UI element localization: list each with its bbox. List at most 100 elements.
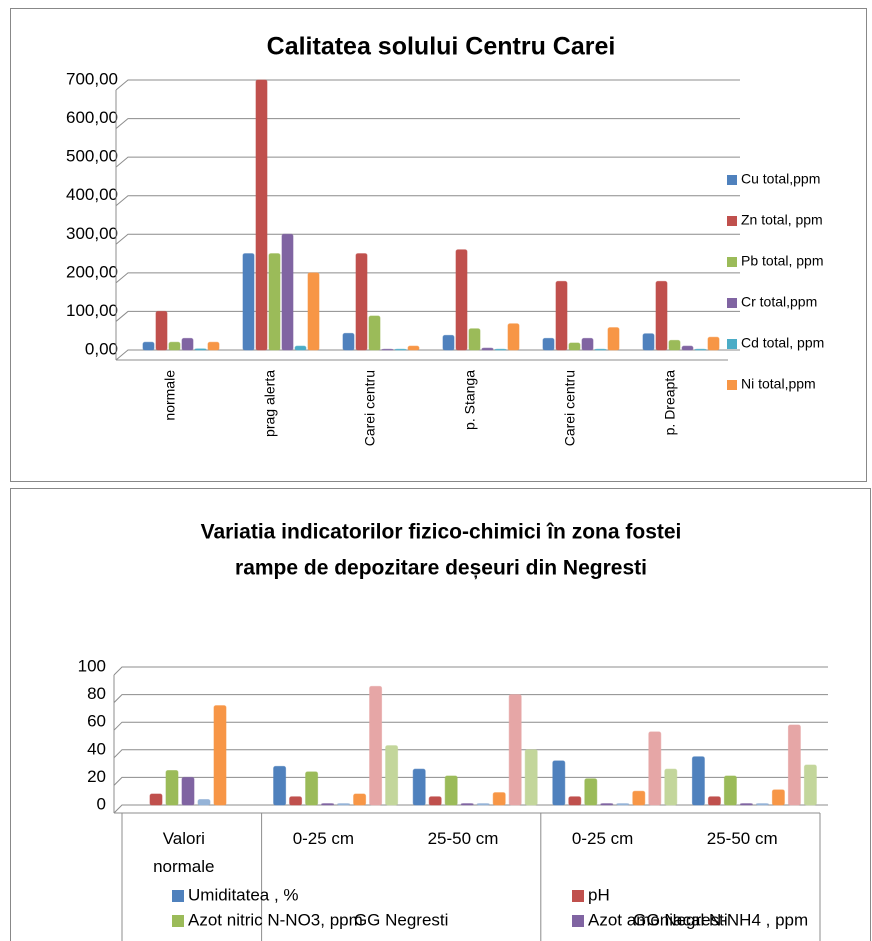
bar: [242, 253, 255, 351]
grid-line: [115, 156, 740, 168]
legend-swatch: [727, 257, 737, 267]
bar: [494, 348, 507, 351]
group-label: GG Negresti: [633, 910, 727, 929]
bar: [273, 765, 287, 806]
bar: [149, 793, 163, 806]
grid-line: [113, 776, 828, 786]
legend-swatch: [172, 890, 184, 902]
legend-label: Azot amoniacal N-NH4 , ppm: [588, 910, 808, 929]
grid-line: [115, 118, 740, 129]
grid-line: [115, 233, 740, 245]
bar: [803, 764, 817, 806]
legend-swatch: [727, 175, 737, 185]
chart-title: Variatia indicatorilor fizico-chimici în…: [201, 521, 682, 544]
bar: [337, 803, 351, 806]
bar: [632, 790, 646, 806]
bar: [555, 280, 568, 351]
bar: [787, 724, 801, 806]
y-tick-label: 20: [87, 767, 106, 786]
bar: [616, 803, 630, 806]
bar: [181, 776, 195, 806]
legend-label: pH: [588, 885, 610, 904]
bar: [584, 778, 598, 806]
bar: [168, 341, 181, 351]
bar: [648, 731, 662, 806]
x-tick-label: normale: [162, 370, 178, 421]
bar: [755, 803, 769, 806]
bar: [412, 768, 426, 806]
bar: [268, 253, 281, 351]
bar: [181, 337, 194, 351]
bar: [407, 345, 420, 351]
grid-line: [115, 349, 740, 361]
bar: [294, 345, 307, 351]
bar: [542, 337, 555, 351]
y-tick-label: 500,00: [66, 147, 118, 166]
bar: [142, 341, 155, 351]
bar: [668, 339, 681, 351]
y-tick-label: 100,00: [66, 301, 118, 320]
bar: [342, 332, 355, 351]
chart-title: Calitatea solului Centru Carei: [267, 33, 616, 61]
grid-line: [113, 804, 828, 814]
bar: [305, 771, 319, 806]
bar: [197, 798, 211, 806]
bar: [476, 803, 490, 806]
y-tick-label: 0,00: [85, 339, 118, 358]
bar: [307, 272, 320, 351]
bar: [381, 348, 394, 351]
bar: [664, 768, 678, 806]
y-tick-label: 100: [78, 656, 106, 675]
bar: [600, 803, 614, 806]
y-tick-label: 60: [87, 712, 106, 731]
x-tick-label: 0-25 cm: [293, 829, 354, 848]
y-tick-label: 80: [87, 684, 106, 703]
bar: [281, 233, 294, 351]
y-tick-label: 40: [87, 739, 106, 758]
bar: [507, 323, 520, 351]
bar: [444, 775, 458, 806]
bar: [369, 685, 383, 806]
x-tick-label: Carei centru: [562, 370, 578, 446]
bar: [194, 348, 207, 351]
y-tick-label: 700,00: [66, 69, 118, 88]
bar: [771, 789, 785, 806]
bar: [681, 345, 694, 351]
bar: [428, 796, 442, 806]
bar: [552, 760, 566, 806]
bar: [213, 705, 227, 806]
bar: [468, 328, 481, 351]
x-tick-label: p. Stanga: [462, 370, 478, 430]
grid-line: [115, 195, 740, 207]
grid-line: [113, 666, 828, 676]
chart-frame: [10, 488, 871, 941]
grid-line: [113, 749, 828, 759]
y-tick-label: 0: [97, 794, 106, 813]
bar: [481, 347, 494, 351]
legend-label: Pb total, ppm: [741, 253, 824, 269]
legend-swatch: [572, 890, 584, 902]
legend-label: Ni total,ppm: [741, 376, 816, 392]
grid-line: [115, 272, 740, 284]
x-tick-label: p. Dreapta: [662, 370, 678, 436]
bar: [524, 749, 538, 806]
bar: [707, 796, 721, 806]
bar: [155, 310, 168, 351]
legend-swatch: [727, 380, 737, 390]
bar: [207, 341, 220, 351]
x-tick-label: 25-50 cm: [707, 829, 778, 848]
bar: [255, 79, 268, 351]
bar: [368, 315, 381, 351]
bar: [655, 280, 668, 351]
bar: [642, 333, 655, 351]
bar: [581, 337, 594, 351]
bar: [321, 803, 335, 806]
bar: [707, 336, 720, 351]
legend-swatch: [727, 216, 737, 226]
legend-label: Cu total,ppm: [741, 171, 820, 187]
bar: [594, 348, 607, 351]
bar: [355, 253, 368, 351]
bar: [289, 796, 303, 806]
bar: [460, 803, 474, 806]
x-tick-label: Carei centru: [362, 370, 378, 446]
